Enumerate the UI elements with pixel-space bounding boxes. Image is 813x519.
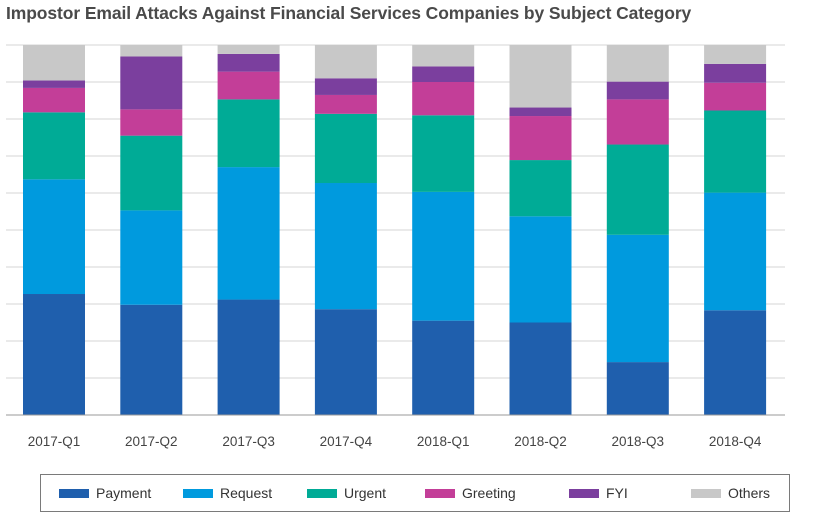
legend-swatch xyxy=(183,488,213,498)
x-tick-label: 2017-Q2 xyxy=(125,434,178,449)
bar-segment-others xyxy=(217,45,280,54)
bar-segment-fyi xyxy=(704,63,767,83)
bar-segment-greeting xyxy=(606,99,669,145)
bar-segment-request xyxy=(412,191,475,321)
x-tick-label: 2018-Q3 xyxy=(612,434,665,449)
bar-segment-request xyxy=(120,210,183,305)
legend-item-payment: Payment xyxy=(59,485,151,501)
legend-swatch xyxy=(307,488,337,498)
bar-segment-greeting xyxy=(704,82,767,111)
x-tick-label: 2017-Q3 xyxy=(222,434,275,449)
bar-segment-others xyxy=(314,45,377,79)
x-tick-label: 2017-Q1 xyxy=(28,434,81,449)
bar-segment-payment xyxy=(412,320,475,415)
bar-segment-urgent xyxy=(314,113,377,184)
bar-segment-payment xyxy=(217,299,280,415)
bar-segment-others xyxy=(704,45,767,64)
bar-segment-payment xyxy=(23,294,85,415)
x-tick-label: 2017-Q4 xyxy=(320,434,373,449)
legend-item-fyi: FYI xyxy=(569,485,628,501)
legend-label: Greeting xyxy=(462,485,516,501)
bar-segment-urgent xyxy=(606,144,669,235)
x-tick-label: 2018-Q4 xyxy=(709,434,762,449)
legend-swatch xyxy=(691,488,721,498)
stacked-bar-chart: 2017-Q1 2017-Q2 2017-Q3 2017-Q4 2018-Q1 2018-… xyxy=(6,44,785,449)
bar-segment-others xyxy=(412,45,475,67)
legend-label: Urgent xyxy=(344,485,387,501)
x-tick-label: 2018-Q1 xyxy=(417,434,470,449)
legend-swatch xyxy=(425,488,455,498)
legend-item-urgent: Urgent xyxy=(307,485,386,501)
bar-segment-fyi xyxy=(412,66,475,82)
x-tick-label: 2018-Q2 xyxy=(514,434,567,449)
legend-label: Others xyxy=(728,485,771,501)
legend-swatch xyxy=(59,488,89,498)
bar-segment-request xyxy=(606,234,669,363)
bar-segment-greeting xyxy=(120,109,183,136)
bar-segment-fyi xyxy=(120,56,183,110)
bar-segment-urgent xyxy=(120,135,183,211)
bar-segment-others xyxy=(606,45,669,82)
bar-segment-greeting xyxy=(217,71,280,100)
legend-swatch xyxy=(569,488,599,498)
bar-segment-payment xyxy=(509,322,572,415)
legend-item-others: Others xyxy=(691,485,770,501)
bar-segment-request xyxy=(23,179,85,295)
bar-segment-urgent xyxy=(509,160,572,217)
bar-segment-request xyxy=(704,192,767,311)
bar-segment-urgent xyxy=(412,115,475,192)
bar-segment-request xyxy=(314,183,377,310)
bar-segment-urgent xyxy=(704,110,767,193)
bar-segment-fyi xyxy=(509,107,572,117)
bar-segment-greeting xyxy=(509,116,572,161)
legend-label: FYI xyxy=(606,485,628,501)
bar-segment-payment xyxy=(704,310,767,415)
bar-segment-fyi xyxy=(314,78,377,95)
bar-segment-urgent xyxy=(217,99,280,168)
bar-segment-urgent xyxy=(23,112,85,180)
bar-segment-payment xyxy=(314,309,377,415)
bar-segment-request xyxy=(217,167,280,300)
bar-segment-payment xyxy=(120,304,183,415)
bar-segment-others xyxy=(509,45,572,108)
bar-segment-others xyxy=(120,45,183,57)
legend-label: Payment xyxy=(96,485,152,501)
bar-segment-fyi xyxy=(23,80,85,88)
bar-segment-greeting xyxy=(23,87,85,113)
legend-item-greeting: Greeting xyxy=(425,485,516,501)
bar-segment-greeting xyxy=(314,94,377,114)
chart-title: Impostor Email Attacks Against Financial… xyxy=(6,3,692,23)
chart-legend: Payment Request Urgent Greeting FYI Others xyxy=(40,474,790,512)
bar-segment-fyi xyxy=(217,53,280,72)
legend-item-request: Request xyxy=(183,485,272,501)
bar-segment-greeting xyxy=(412,82,475,116)
bar-segment-payment xyxy=(606,362,669,415)
legend-label: Request xyxy=(220,485,273,501)
bar-segment-others xyxy=(23,45,85,81)
bar-segment-request xyxy=(509,216,572,323)
bar-segment-fyi xyxy=(606,81,669,100)
